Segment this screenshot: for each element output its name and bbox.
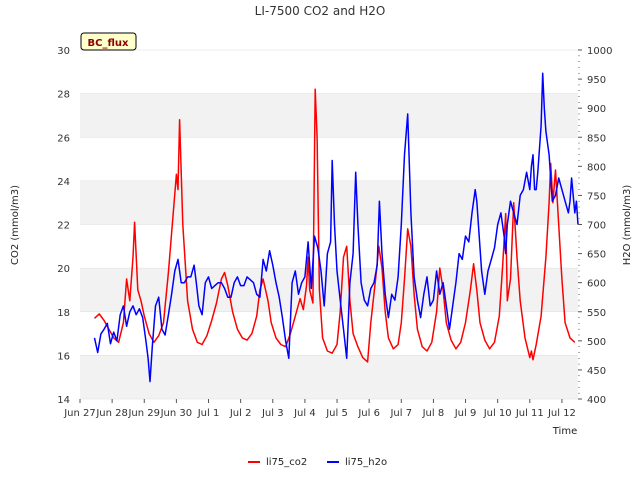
x-tick-label: Jul 4 xyxy=(293,408,316,419)
series-line-li75_co2 xyxy=(93,88,576,363)
y-right-tick-label: 800 xyxy=(587,162,606,173)
x-axis: Jun 27 Jun 28 Jun 29 Jun 30 Jul 1 Jul 2 Jul 3 J… xyxy=(63,399,576,419)
y-axis-right: 400 450 500 550 600 650 700 750 800 850 900 950 1000 xyxy=(578,46,612,406)
y-right-tick-label: 750 xyxy=(587,191,606,202)
x-tick-label: Jul 7 xyxy=(389,408,412,419)
x-tick-label: Jul 12 xyxy=(547,408,576,419)
x-tick-label: Jun 27 xyxy=(63,408,96,419)
y-left-tick-label: 22 xyxy=(57,221,70,232)
y-right-tick-label: 400 xyxy=(587,395,606,406)
y-right-tick-label: 1000 xyxy=(587,46,612,57)
badge: BC_flux xyxy=(80,32,137,51)
x-tick-label: Jul 9 xyxy=(454,408,477,419)
plot-band xyxy=(80,180,578,225)
x-tick-label: Jul 6 xyxy=(357,408,380,419)
series-line-li75_h2o xyxy=(93,72,579,383)
y-right-tick-label: 700 xyxy=(587,221,606,232)
x-tick-label: Jun 30 xyxy=(160,408,193,419)
y-left-tick-label: 20 xyxy=(57,264,70,275)
y-right-tick-label: 600 xyxy=(587,279,606,290)
chart-title: LI-7500 CO2 and H2O xyxy=(255,4,386,18)
y-right-tick-label: 850 xyxy=(587,133,606,144)
x-tick-label: Jul 2 xyxy=(229,408,252,419)
x-tick-label: Jul 5 xyxy=(325,408,348,419)
plot-band xyxy=(80,93,578,138)
gridlines xyxy=(80,49,578,400)
x-tick-label: Jul 10 xyxy=(483,408,512,419)
x-tick-label: Jul 3 xyxy=(261,408,284,419)
y-right-tick-label: 950 xyxy=(587,75,606,86)
y-right-tick-label: 650 xyxy=(587,250,606,261)
x-axis-title: Time xyxy=(552,426,577,437)
series-layer xyxy=(93,72,579,383)
y-right-tick-label: 500 xyxy=(587,337,606,348)
x-tick-label: Jun 28 xyxy=(95,408,128,419)
x-tick-label: Jul 8 xyxy=(422,408,445,419)
legend-label-li75_h2o: li75_h2o xyxy=(345,457,387,468)
x-tick-label: Jun 29 xyxy=(127,408,160,419)
y-left-tick-label: 18 xyxy=(57,308,70,319)
y-left-tick-label: 28 xyxy=(57,90,70,101)
legend: li75_co2 li75_h2o xyxy=(248,457,387,468)
badge-label: BC_flux xyxy=(88,38,129,49)
x-tick-label: Jul 11 xyxy=(515,408,544,419)
y-right-tick-label: 450 xyxy=(587,366,606,377)
y-left-tick-label: 16 xyxy=(57,351,70,362)
plot-bands xyxy=(80,93,578,399)
badge-box xyxy=(80,32,137,51)
y-left-tick-label: 30 xyxy=(57,46,70,57)
plot-band xyxy=(80,355,578,399)
y-left-tick-label: 26 xyxy=(57,133,70,144)
plot-band xyxy=(80,268,578,312)
y-right-tick-label: 900 xyxy=(587,104,606,115)
y-axis-right-title: H2O (mmol/m3) xyxy=(622,185,633,266)
y-axis-left-title: CO2 (mmol/m3) xyxy=(10,185,21,265)
y-axis-left: 14 16 18 20 22 24 26 28 30 xyxy=(57,46,70,406)
x-tick-label: Jul 1 xyxy=(197,408,220,419)
legend-label-li75_co2: li75_co2 xyxy=(266,457,307,468)
y-left-tick-label: 14 xyxy=(57,395,70,406)
y-right-tick-label: 550 xyxy=(587,308,606,319)
y-left-tick-label: 24 xyxy=(57,177,70,188)
